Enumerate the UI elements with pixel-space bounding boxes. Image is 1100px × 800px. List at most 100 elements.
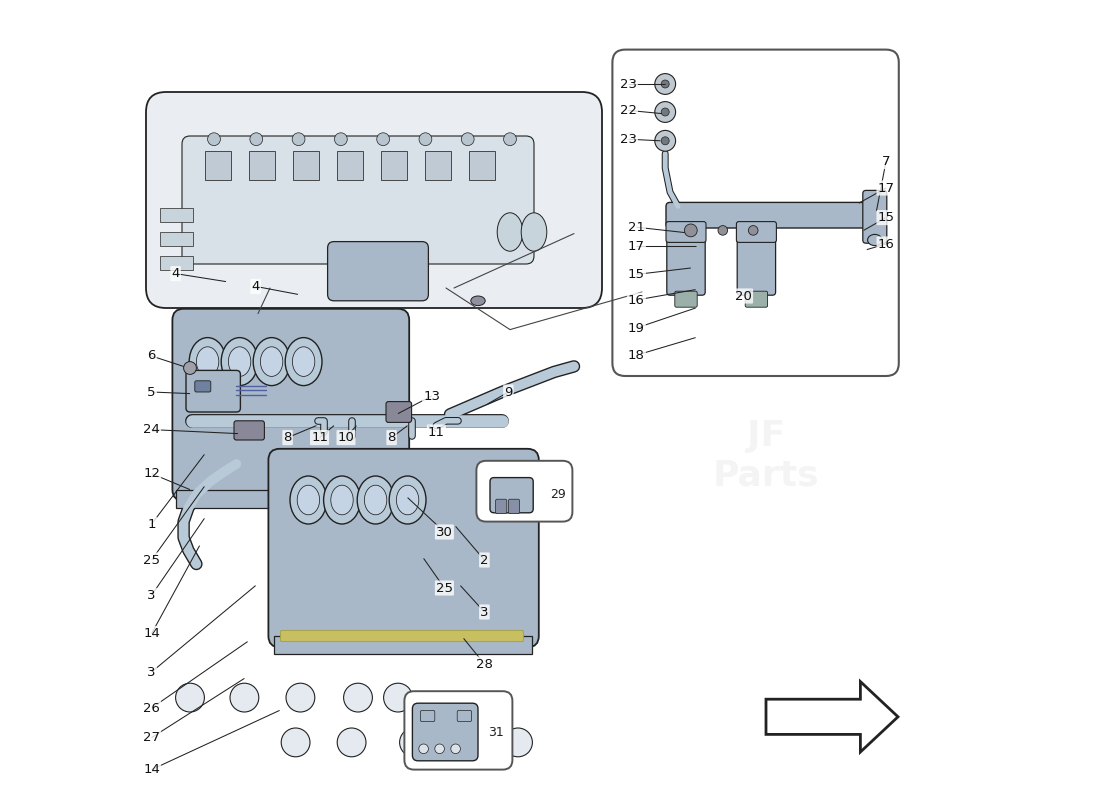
Ellipse shape xyxy=(396,485,419,515)
Bar xyxy=(250,151,275,180)
FancyBboxPatch shape xyxy=(736,222,777,242)
Circle shape xyxy=(654,102,675,122)
Circle shape xyxy=(184,362,197,374)
Circle shape xyxy=(376,133,389,146)
Circle shape xyxy=(684,224,697,237)
Circle shape xyxy=(661,80,669,88)
Text: 1: 1 xyxy=(147,518,156,530)
Bar xyxy=(338,151,363,180)
FancyBboxPatch shape xyxy=(386,402,411,422)
Circle shape xyxy=(748,226,758,235)
Circle shape xyxy=(419,744,428,754)
Circle shape xyxy=(463,728,493,757)
Circle shape xyxy=(334,133,348,146)
Text: 16: 16 xyxy=(878,238,894,250)
Text: 5: 5 xyxy=(147,386,156,398)
FancyBboxPatch shape xyxy=(490,478,534,513)
Text: 16: 16 xyxy=(628,294,645,306)
FancyBboxPatch shape xyxy=(613,50,899,376)
FancyBboxPatch shape xyxy=(666,202,883,228)
Ellipse shape xyxy=(293,346,315,376)
Ellipse shape xyxy=(868,234,882,246)
Circle shape xyxy=(282,728,310,757)
FancyBboxPatch shape xyxy=(195,381,211,392)
Ellipse shape xyxy=(221,338,258,386)
FancyBboxPatch shape xyxy=(328,242,428,301)
Ellipse shape xyxy=(285,338,322,386)
Circle shape xyxy=(461,133,474,146)
Text: 30: 30 xyxy=(436,526,453,538)
Bar xyxy=(294,151,319,180)
Text: 24: 24 xyxy=(143,423,160,436)
Text: 25: 25 xyxy=(436,582,453,594)
Circle shape xyxy=(250,133,263,146)
Circle shape xyxy=(661,108,669,116)
Text: 3: 3 xyxy=(480,606,488,618)
FancyBboxPatch shape xyxy=(666,222,706,242)
Ellipse shape xyxy=(521,213,547,251)
Bar xyxy=(160,232,194,246)
Text: 19: 19 xyxy=(628,322,645,334)
Circle shape xyxy=(434,744,444,754)
Text: 8: 8 xyxy=(284,431,292,444)
FancyBboxPatch shape xyxy=(458,710,472,722)
FancyBboxPatch shape xyxy=(405,691,513,770)
Ellipse shape xyxy=(497,213,522,251)
Ellipse shape xyxy=(323,476,361,524)
Circle shape xyxy=(384,683,412,712)
Text: 3: 3 xyxy=(147,666,156,678)
Text: 3: 3 xyxy=(147,589,156,602)
Text: 10: 10 xyxy=(338,431,354,444)
Circle shape xyxy=(343,683,373,712)
Bar xyxy=(426,151,451,180)
Text: 4: 4 xyxy=(172,267,179,280)
Bar xyxy=(382,151,407,180)
Circle shape xyxy=(504,728,532,757)
FancyBboxPatch shape xyxy=(674,291,697,307)
FancyBboxPatch shape xyxy=(420,710,434,722)
FancyBboxPatch shape xyxy=(508,499,519,514)
Ellipse shape xyxy=(331,485,353,515)
Ellipse shape xyxy=(297,485,320,515)
Text: 14: 14 xyxy=(143,763,160,776)
Text: 13: 13 xyxy=(424,390,440,402)
Text: 7: 7 xyxy=(882,155,890,168)
Ellipse shape xyxy=(261,346,283,376)
Circle shape xyxy=(208,133,220,146)
Circle shape xyxy=(230,683,258,712)
Circle shape xyxy=(504,133,516,146)
Text: 8: 8 xyxy=(387,431,396,444)
Text: 25: 25 xyxy=(143,554,161,566)
Bar xyxy=(160,208,194,222)
Text: 20: 20 xyxy=(735,290,752,302)
Text: 4: 4 xyxy=(252,280,260,293)
FancyBboxPatch shape xyxy=(667,229,705,295)
FancyBboxPatch shape xyxy=(234,421,264,440)
Circle shape xyxy=(661,137,669,145)
Text: 12: 12 xyxy=(143,467,161,480)
Ellipse shape xyxy=(253,338,290,386)
Ellipse shape xyxy=(189,338,226,386)
FancyBboxPatch shape xyxy=(146,92,602,308)
Ellipse shape xyxy=(290,476,327,524)
Text: 29: 29 xyxy=(550,488,565,501)
Text: 18: 18 xyxy=(628,349,645,362)
Bar xyxy=(160,256,194,270)
FancyBboxPatch shape xyxy=(496,499,507,514)
Text: 22: 22 xyxy=(620,104,637,117)
FancyBboxPatch shape xyxy=(737,229,775,295)
Text: 21: 21 xyxy=(628,221,645,234)
FancyBboxPatch shape xyxy=(745,291,768,307)
Text: 15: 15 xyxy=(628,268,645,281)
Polygon shape xyxy=(766,682,898,752)
Text: 17: 17 xyxy=(628,240,645,253)
Ellipse shape xyxy=(471,296,485,306)
Text: 23: 23 xyxy=(620,133,637,146)
Ellipse shape xyxy=(358,476,394,524)
Ellipse shape xyxy=(229,346,251,376)
Circle shape xyxy=(399,728,428,757)
FancyBboxPatch shape xyxy=(182,136,534,264)
FancyBboxPatch shape xyxy=(862,190,887,243)
FancyBboxPatch shape xyxy=(476,461,572,522)
Circle shape xyxy=(293,133,305,146)
